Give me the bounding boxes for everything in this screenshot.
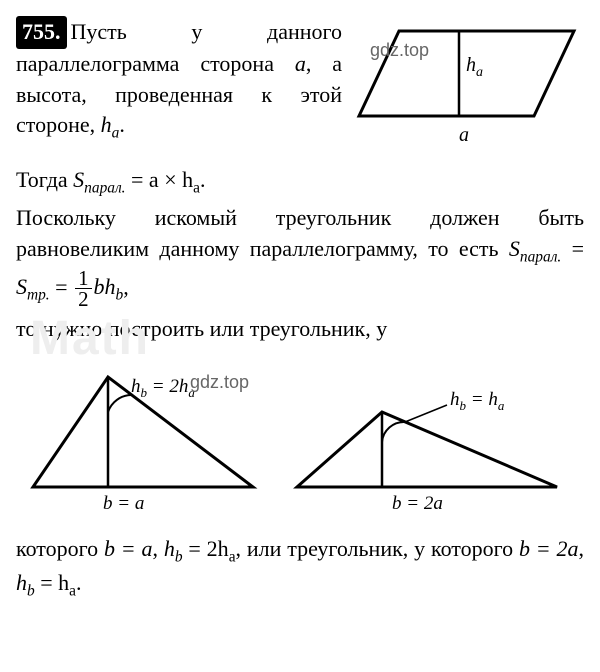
triangle-2: hb = ha b = 2a bbox=[287, 357, 577, 526]
svg-text:hb = ha: hb = ha bbox=[450, 389, 505, 413]
p1: . bbox=[119, 112, 125, 137]
svg-text:a: a bbox=[459, 124, 469, 146]
since-block: Поскольку искомый треугольник должен быт… bbox=[16, 203, 584, 311]
top-row: 755.Пусть у данного параллелограмма стор… bbox=[16, 16, 584, 165]
svg-text:hb = 2ha: hb = 2ha bbox=[131, 376, 195, 400]
svg-text:b = a: b = a bbox=[103, 493, 144, 514]
var-ha: ha bbox=[101, 112, 120, 137]
conclusion: которого b = a, hb = 2ha, или треугольни… bbox=[16, 534, 584, 602]
then-line: Тогда Sпарал. = a × ha. bbox=[16, 165, 584, 199]
svg-text:b = 2a: b = 2a bbox=[392, 493, 443, 514]
triangles-row: hb = 2ha b = a hb = ha b = 2a bbox=[16, 357, 584, 526]
need-line: то нужно построить или треугольник, у bbox=[16, 314, 584, 345]
parallelogram-figure: ha a bbox=[354, 16, 584, 165]
triangle-1: hb = 2ha b = a bbox=[23, 357, 273, 526]
problem-number: 755. bbox=[16, 16, 67, 49]
intro-text: 755.Пусть у данного параллелограмма стор… bbox=[16, 16, 342, 144]
svg-text:ha: ha bbox=[466, 54, 483, 80]
var-a: a bbox=[295, 51, 306, 76]
